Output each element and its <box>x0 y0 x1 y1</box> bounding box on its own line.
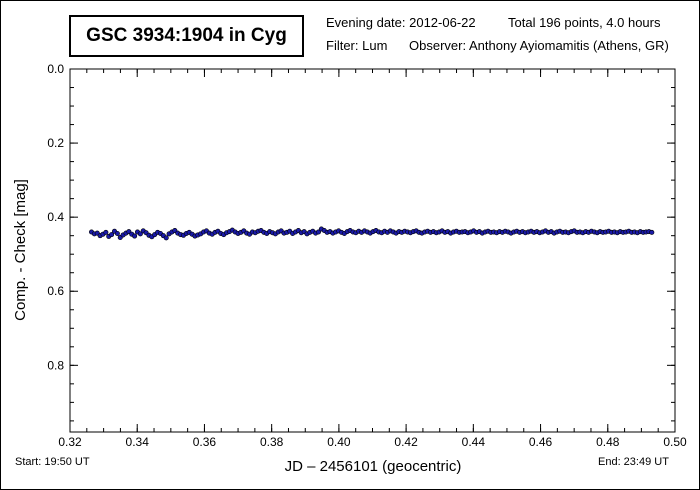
x-tick-label: 0.48 <box>596 435 620 449</box>
data-point <box>114 230 120 236</box>
x-tick-label: 0.46 <box>529 435 553 449</box>
y-tick-label: 0.2 <box>47 136 64 150</box>
observer-label: Observer: Anthony Ayiomamitis (Athens, G… <box>409 38 669 53</box>
plot-area <box>69 68 676 433</box>
end-time: End: 23:49 UT <box>598 456 669 468</box>
start-time: Start: 19:50 UT <box>15 456 90 468</box>
x-tick-label: 0.38 <box>260 435 284 449</box>
y-tick-label: 0.6 <box>47 284 64 298</box>
data-point <box>163 235 169 241</box>
data-point <box>103 229 109 235</box>
y-axis-title: Comp. - Check [mag] <box>12 179 29 321</box>
data-points <box>89 226 655 241</box>
x-tick-label: 0.44 <box>462 435 486 449</box>
x-axis-title: JD – 2456101 (geocentric) <box>285 458 462 475</box>
y-tick-label: 0.4 <box>47 210 64 224</box>
x-tick-label: 0.50 <box>663 435 687 449</box>
total-points: Total 196 points, 4.0 hours <box>508 15 661 30</box>
y-tick-label: 0.8 <box>47 358 64 372</box>
x-tick-label: 0.42 <box>394 435 418 449</box>
data-point <box>649 229 655 235</box>
data-point <box>315 229 321 235</box>
evening-date: Evening date: 2012-06-22 <box>326 15 476 30</box>
x-tick-label: 0.34 <box>126 435 150 449</box>
data-point <box>137 231 143 237</box>
data-point <box>132 233 138 239</box>
data-point <box>109 232 115 238</box>
chart-title: GSC 3934:1904 in Cyg <box>69 15 304 57</box>
x-tick-label: 0.36 <box>193 435 217 449</box>
y-tick-label: 0.0 <box>47 62 64 76</box>
axis-ticks: 0.32 0.34 0.36 0.38 0.40 0.42 0.44 0.46 0.48 0.50… <box>47 62 687 449</box>
filter-label: Filter: Lum <box>326 38 388 53</box>
x-tick-label: 0.40 <box>327 435 351 449</box>
x-tick-label: 0.32 <box>58 435 82 449</box>
